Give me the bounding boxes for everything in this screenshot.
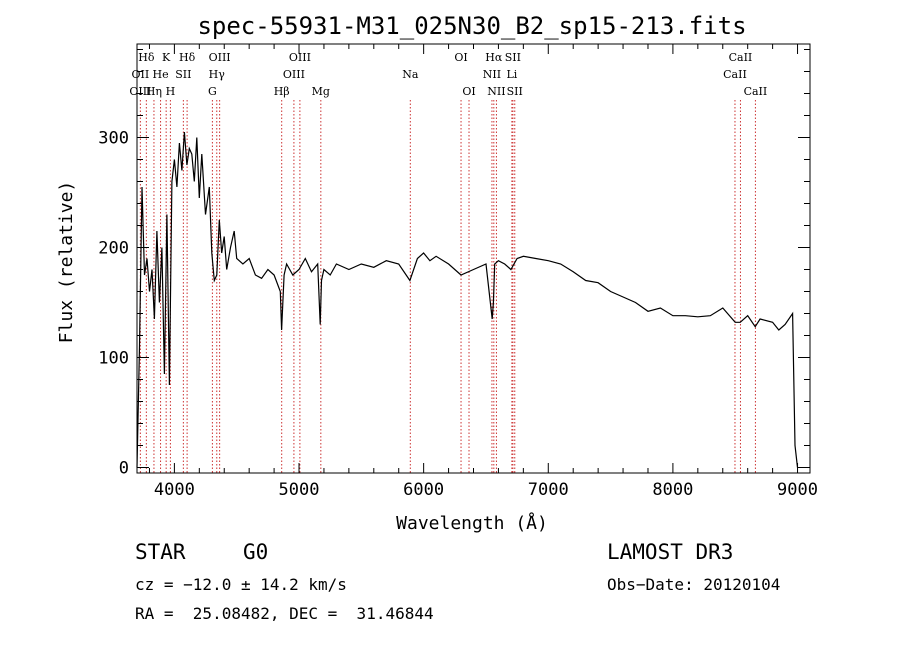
line-label: CaII bbox=[723, 68, 747, 81]
line-label: OI bbox=[454, 51, 467, 64]
y-tick-label: 300 bbox=[98, 129, 129, 149]
x-tick-label: 4000 bbox=[154, 480, 195, 500]
x-tick-label: 6000 bbox=[403, 480, 444, 500]
plot-frame bbox=[136, 43, 811, 474]
line-label: SII bbox=[505, 51, 521, 64]
line-label: He bbox=[153, 68, 169, 81]
line-label: Hα bbox=[485, 51, 503, 64]
line-label: Mg bbox=[312, 85, 330, 98]
x-axis-label: Wavelength (Å) bbox=[396, 512, 548, 534]
y-axis-label: Flux (relative) bbox=[56, 181, 77, 344]
spectrum-line bbox=[136, 131, 799, 468]
line-label: SII bbox=[175, 68, 191, 81]
line-label: OI bbox=[462, 85, 475, 98]
coordinates: RA = 25.08482, DEC = 31.46844 bbox=[135, 604, 434, 623]
chart-title: spec-55931-M31_025N30_B2_sp15-213.fits bbox=[197, 12, 746, 40]
axis-ticks: 4000 5000 6000 7000 8000 9000 0 100 200 300 bbox=[98, 44, 818, 500]
redshift-value: cz = −12.0 ± 14.2 km/s bbox=[135, 575, 347, 594]
line-label: K bbox=[162, 51, 171, 64]
line-label: SII bbox=[507, 85, 523, 98]
line-label: OIII bbox=[129, 85, 151, 98]
y-tick-label: 0 bbox=[119, 459, 129, 479]
line-label: CaII bbox=[729, 51, 753, 64]
object-class: STAR bbox=[135, 540, 186, 564]
y-tick-label: 100 bbox=[98, 349, 129, 369]
x-tick-label: 9000 bbox=[777, 480, 818, 500]
line-label: G bbox=[208, 85, 217, 98]
line-label: CaII bbox=[744, 85, 768, 98]
x-tick-label: 8000 bbox=[652, 480, 693, 500]
line-label: NII bbox=[487, 85, 505, 98]
line-label: NII bbox=[483, 68, 501, 81]
line-label: OIII bbox=[283, 68, 305, 81]
y-tick-label: 200 bbox=[98, 239, 129, 259]
line-label: OIII bbox=[209, 51, 231, 64]
x-tick-label: 5000 bbox=[279, 480, 320, 500]
survey-name: LAMOST DR3 bbox=[607, 540, 734, 564]
emission-line-markers bbox=[139, 100, 756, 473]
line-label: Na bbox=[402, 68, 419, 81]
line-label: Li bbox=[506, 68, 517, 81]
line-label: Hη bbox=[146, 85, 162, 98]
line-label: Hδ bbox=[179, 51, 196, 64]
observation-date: Obs−Date: 20120104 bbox=[607, 575, 781, 594]
line-label: Hδ bbox=[138, 51, 155, 64]
line-label: OII bbox=[132, 68, 150, 81]
x-tick-label: 7000 bbox=[528, 480, 569, 500]
line-label: H bbox=[166, 85, 176, 98]
line-label: Hγ bbox=[209, 68, 226, 81]
line-label: OIII bbox=[289, 51, 311, 64]
line-label: Hβ bbox=[274, 85, 290, 98]
object-subclass: G0 bbox=[243, 540, 269, 564]
